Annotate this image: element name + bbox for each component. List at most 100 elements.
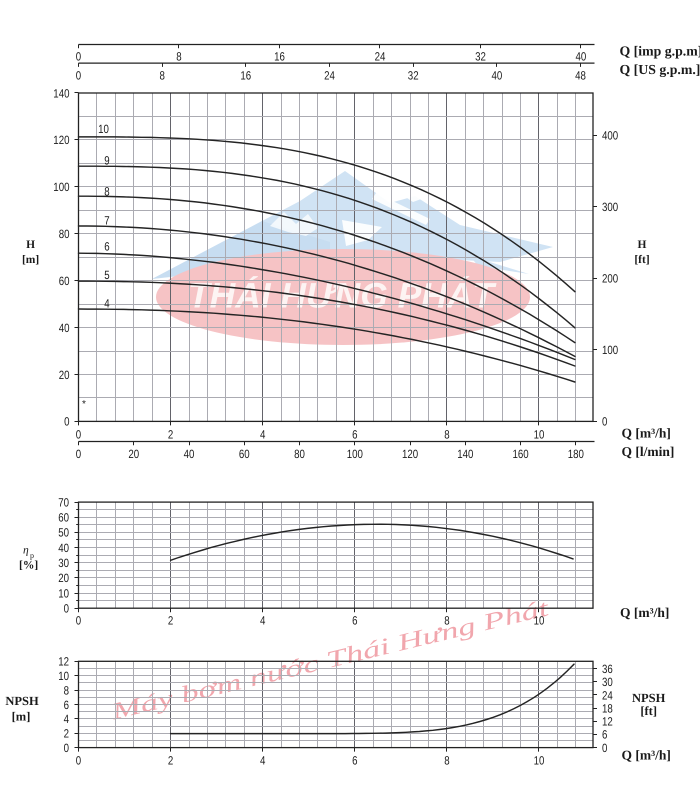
svg-text:0: 0 [76, 447, 82, 461]
svg-text:Q [m³/h]: Q [m³/h] [622, 426, 671, 441]
svg-text:[ft]: [ft] [634, 254, 649, 266]
svg-text:Q [US g.p.m.]: Q [US g.p.m.] [620, 62, 700, 78]
svg-text:12: 12 [602, 715, 613, 729]
svg-text:6: 6 [104, 240, 110, 254]
svg-text:0: 0 [76, 69, 82, 83]
svg-text:5: 5 [104, 268, 110, 282]
svg-text:9: 9 [104, 153, 110, 167]
svg-text:40: 40 [59, 321, 70, 335]
svg-text:H: H [26, 239, 35, 251]
svg-text:0: 0 [602, 741, 608, 755]
svg-text:p: p [30, 551, 34, 560]
svg-text:20: 20 [128, 447, 139, 461]
svg-text:8: 8 [160, 69, 166, 83]
svg-text:6: 6 [352, 427, 358, 441]
svg-text:8: 8 [64, 683, 70, 697]
svg-text:300: 300 [602, 200, 618, 214]
svg-text:50: 50 [58, 526, 69, 540]
svg-text:40: 40 [184, 447, 195, 461]
svg-text:18: 18 [602, 701, 613, 715]
svg-text:4: 4 [260, 614, 266, 628]
svg-text:0: 0 [76, 427, 82, 441]
svg-text:10: 10 [534, 614, 545, 628]
svg-text:8: 8 [444, 614, 450, 628]
svg-text:80: 80 [294, 447, 305, 461]
svg-text:40: 40 [58, 541, 69, 555]
svg-text:Q [l/min]: Q [l/min] [622, 444, 675, 459]
svg-text:32: 32 [408, 69, 419, 83]
svg-text:Q [m³/h]: Q [m³/h] [620, 605, 669, 620]
svg-text:180: 180 [568, 447, 584, 461]
svg-text:4: 4 [64, 712, 70, 726]
svg-text:8: 8 [104, 184, 110, 198]
svg-text:120: 120 [402, 447, 418, 461]
svg-text:[ft]: [ft] [640, 704, 657, 718]
svg-text:[m]: [m] [22, 254, 39, 266]
svg-text:140: 140 [457, 447, 473, 461]
svg-text:4: 4 [260, 427, 266, 441]
svg-text:Q [imp g.p.m]: Q [imp g.p.m] [620, 43, 700, 59]
svg-text:100: 100 [602, 343, 618, 357]
svg-text:12: 12 [58, 655, 69, 669]
svg-text:2: 2 [168, 427, 174, 441]
svg-text:0: 0 [64, 415, 70, 429]
svg-text:100: 100 [53, 180, 69, 194]
svg-text:NPSH: NPSH [5, 694, 39, 708]
svg-text:0: 0 [64, 602, 70, 616]
svg-text:16: 16 [274, 49, 285, 63]
svg-text:120: 120 [53, 133, 69, 147]
svg-text:10: 10 [58, 669, 69, 683]
svg-text:η: η [23, 545, 29, 557]
svg-text:8: 8 [444, 427, 450, 441]
svg-text:200: 200 [602, 272, 618, 286]
svg-text:10: 10 [58, 586, 69, 600]
svg-text:[m]: [m] [12, 710, 31, 724]
svg-text:100: 100 [347, 447, 363, 461]
svg-text:8: 8 [176, 49, 182, 63]
svg-text:40: 40 [492, 69, 503, 83]
svg-text:0: 0 [76, 614, 82, 628]
svg-text:4: 4 [260, 754, 266, 768]
svg-text:24: 24 [602, 688, 613, 702]
svg-text:80: 80 [59, 227, 70, 241]
svg-text:8: 8 [444, 754, 450, 768]
svg-text:40: 40 [576, 49, 587, 63]
svg-text:*: * [82, 399, 86, 410]
svg-text:4: 4 [104, 297, 110, 311]
svg-text:10: 10 [534, 754, 545, 768]
svg-text:60: 60 [58, 511, 69, 525]
svg-text:10: 10 [98, 122, 109, 136]
svg-text:2: 2 [168, 614, 174, 628]
svg-text:0: 0 [76, 754, 82, 768]
svg-text:[%]: [%] [19, 560, 38, 572]
svg-text:6: 6 [602, 728, 608, 742]
svg-text:NPSH: NPSH [632, 691, 666, 705]
svg-text:2: 2 [168, 754, 174, 768]
svg-text:36: 36 [602, 662, 613, 676]
svg-text:24: 24 [324, 69, 335, 83]
svg-text:10: 10 [534, 427, 545, 441]
svg-text:24: 24 [375, 49, 386, 63]
svg-text:20: 20 [59, 368, 70, 382]
svg-text:Q [m³/h]: Q [m³/h] [622, 747, 671, 762]
svg-text:400: 400 [602, 129, 618, 143]
svg-text:0: 0 [76, 49, 82, 63]
svg-text:48: 48 [575, 69, 586, 83]
svg-text:THÁI HƯNG PHÁT: THÁI HƯNG PHÁT [188, 276, 497, 316]
svg-text:16: 16 [240, 69, 251, 83]
svg-text:140: 140 [53, 86, 69, 100]
svg-text:160: 160 [513, 447, 529, 461]
svg-text:70: 70 [58, 495, 69, 509]
svg-text:6: 6 [352, 614, 358, 628]
svg-text:H: H [638, 239, 647, 251]
svg-text:60: 60 [59, 274, 70, 288]
svg-text:6: 6 [352, 754, 358, 768]
svg-text:0: 0 [602, 415, 608, 429]
svg-text:30: 30 [602, 675, 613, 689]
svg-text:30: 30 [58, 556, 69, 570]
svg-text:7: 7 [104, 213, 110, 227]
svg-text:60: 60 [239, 447, 250, 461]
svg-text:2: 2 [64, 727, 70, 741]
svg-text:20: 20 [58, 571, 69, 585]
svg-text:0: 0 [64, 741, 70, 755]
